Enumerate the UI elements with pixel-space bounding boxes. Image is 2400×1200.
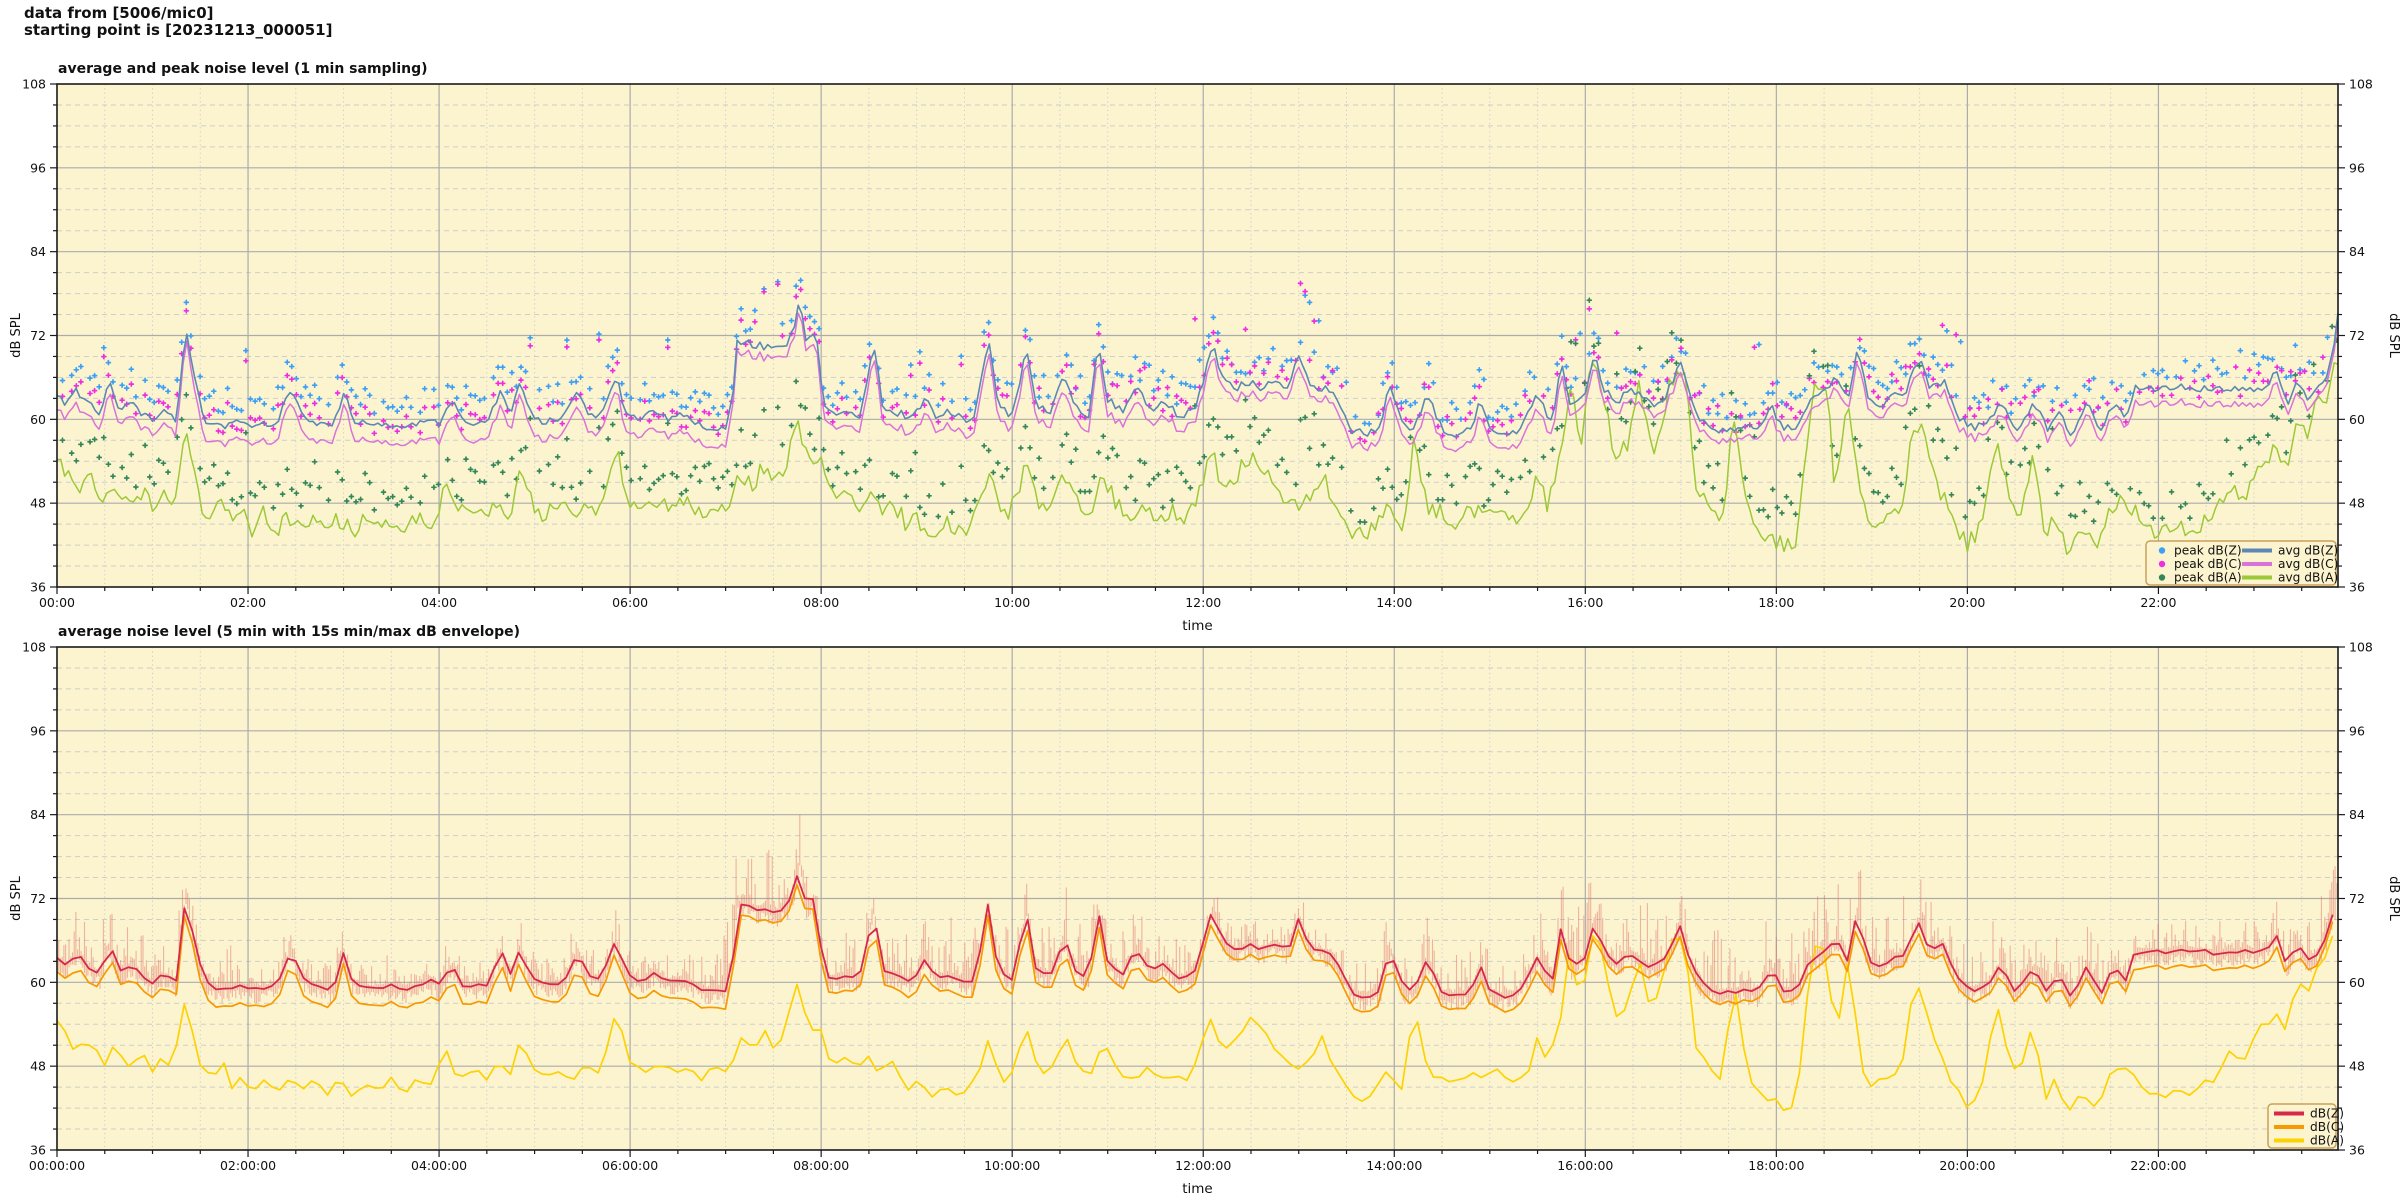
chart1-x-tick-label: 22:00 <box>2140 595 2176 610</box>
chart1-scatter-peak-db-c <box>59 280 2338 445</box>
chart2-x-tick-label: 22:00:00 <box>2130 1158 2186 1173</box>
chart1-y-tick-label-left: 108 <box>22 77 46 92</box>
legend-label-peak-db-z: peak dB(Z) <box>2174 544 2242 558</box>
legend-label-avg-db-z: avg dB(Z) <box>2278 544 2338 558</box>
chart2: average noise level (5 min with 15s min/… <box>9 624 2400 1197</box>
chart1-x-tick-label: 20:00 <box>1949 595 1985 610</box>
chart2-y-tick-label-left: 48 <box>30 1059 46 1074</box>
chart1-x-tick-label: 16:00 <box>1567 595 1603 610</box>
chart2-x-tick-label: 04:00:00 <box>411 1158 467 1173</box>
chart2-line-db-z <box>57 875 2334 999</box>
chart1-x-tick-label: 10:00 <box>994 595 1030 610</box>
chart1-y-tick-label-right: 108 <box>2349 77 2373 92</box>
chart1-x-tick-label: 02:00 <box>230 595 266 610</box>
chart2-grid <box>57 647 2338 1150</box>
chart1-y-tick-label-right: 60 <box>2349 412 2365 427</box>
chart2-axes <box>50 646 2345 1157</box>
chart2-x-tick-label: 06:00:00 <box>602 1158 658 1173</box>
chart1-xlabel: time <box>1182 618 1213 634</box>
chart1-labels: average and peak noise level (1 min samp… <box>9 61 2400 634</box>
chart1-grid <box>57 84 2338 587</box>
chart2-legend: dB(Z)dB(C)dB(A) <box>2267 1103 2344 1149</box>
chart1-x-tick-label: 08:00 <box>803 595 839 610</box>
legend-label-avg-db-a: avg dB(A) <box>2278 571 2338 585</box>
chart2-series <box>57 814 2338 1112</box>
chart2-x-tick-label: 10:00:00 <box>984 1158 1040 1173</box>
chart2-y-tick-label-right: 72 <box>2349 891 2365 906</box>
chart2-line-db-c <box>57 884 2334 1013</box>
chart1-y-tick-label-right: 96 <box>2349 160 2365 175</box>
chart1-line-avg-db-c <box>57 312 2338 453</box>
chart1-x-tick-label: 04:00 <box>421 595 457 610</box>
header-data-source: data from [5006/mic0] <box>24 4 214 22</box>
chart2-labels: average noise level (5 min with 15s min/… <box>9 624 2400 1197</box>
chart1-series <box>57 277 2338 556</box>
chart1-y-tick-label-left: 72 <box>30 328 46 343</box>
chart1-y-tick-label-left: 96 <box>30 160 46 175</box>
legend-label-db-z: dB(Z) <box>2310 1107 2344 1121</box>
chart1-ylabel-right: dB SPL <box>2386 313 2400 358</box>
chart1-y-tick-label-left: 48 <box>30 496 46 511</box>
chart2-y-tick-label-right: 96 <box>2349 723 2365 738</box>
chart1-y-tick-label-right: 84 <box>2349 244 2365 259</box>
legend-label-db-a: dB(A) <box>2310 1134 2344 1148</box>
chart1-line-avg-db-z <box>57 304 2338 438</box>
legend-label-avg-db-c: avg dB(C) <box>2278 557 2338 571</box>
chart2-y-tick-label-left: 72 <box>30 891 46 906</box>
chart2-x-tick-label: 12:00:00 <box>1175 1158 1231 1173</box>
chart2-x-tick-label: 16:00:00 <box>1557 1158 1613 1173</box>
chart1-y-tick-label-left: 84 <box>30 244 46 259</box>
chart1-line-avg-db-a <box>57 362 2338 556</box>
chart2-y-tick-label-left: 84 <box>30 807 46 822</box>
chart2-line-db-a <box>57 935 2334 1112</box>
chart1-x-tick-label: 14:00 <box>1376 595 1412 610</box>
chart1-axes <box>50 83 2345 594</box>
chart1-ylabel-left: dB SPL <box>9 312 24 357</box>
chart1-x-tick-label: 18:00 <box>1758 595 1794 610</box>
chart2-y-tick-label-left: 36 <box>30 1143 46 1158</box>
chart2-x-tick-label: 18:00:00 <box>1748 1158 1804 1173</box>
chart1-title: average and peak noise level (1 min samp… <box>58 61 428 77</box>
chart2-y-tick-label-right: 108 <box>2349 640 2373 655</box>
chart1-y-tick-label-right: 72 <box>2349 328 2365 343</box>
chart2-y-tick-label-left: 96 <box>30 723 46 738</box>
chart1-legend: peak dB(Z)peak dB(C)peak dB(A)avg dB(Z)a… <box>2145 540 2338 586</box>
chart2-x-tick-label: 00:00:00 <box>29 1158 85 1173</box>
chart1-y-tick-label-left: 36 <box>30 580 46 595</box>
figure-header: data from [5006/mic0] starting point is … <box>24 5 332 39</box>
chart1-y-tick-label-left: 60 <box>30 412 46 427</box>
chart2-title: average noise level (5 min with 15s min/… <box>58 624 520 640</box>
legend-label-peak-db-c: peak dB(C) <box>2174 557 2242 571</box>
chart1-y-tick-label-right: 36 <box>2349 580 2365 595</box>
chart2-x-tick-label: 08:00:00 <box>793 1158 849 1173</box>
chart2-y-tick-label-right: 36 <box>2349 1143 2365 1158</box>
chart1: average and peak noise level (1 min samp… <box>9 61 2400 634</box>
chart2-y-tick-label-right: 84 <box>2349 807 2365 822</box>
chart2-xlabel: time <box>1182 1181 1213 1197</box>
legend-label-db-c: dB(C) <box>2310 1120 2344 1134</box>
chart2-ylabel-left: dB SPL <box>9 875 24 920</box>
chart1-x-tick-label: 12:00 <box>1185 595 1221 610</box>
chart2-x-tick-label: 02:00:00 <box>220 1158 276 1173</box>
chart2-ylabel-right: dB SPL <box>2386 876 2400 921</box>
chart2-y-tick-label-left: 60 <box>30 975 46 990</box>
chart1-y-tick-label-right: 48 <box>2349 496 2365 511</box>
legend-label-peak-db-a: peak dB(A) <box>2174 571 2242 585</box>
header-starting-point: starting point is [20231213_000051] <box>24 21 333 39</box>
chart1-x-tick-label: 00:00 <box>39 595 75 610</box>
chart2-y-tick-label-left: 108 <box>22 640 46 655</box>
chart1-x-tick-label: 06:00 <box>612 595 648 610</box>
chart2-x-tick-label: 20:00:00 <box>1939 1158 1995 1173</box>
chart2-y-tick-label-right: 48 <box>2349 1059 2365 1074</box>
chart2-y-tick-label-right: 60 <box>2349 975 2365 990</box>
chart2-x-tick-label: 14:00:00 <box>1366 1158 1422 1173</box>
